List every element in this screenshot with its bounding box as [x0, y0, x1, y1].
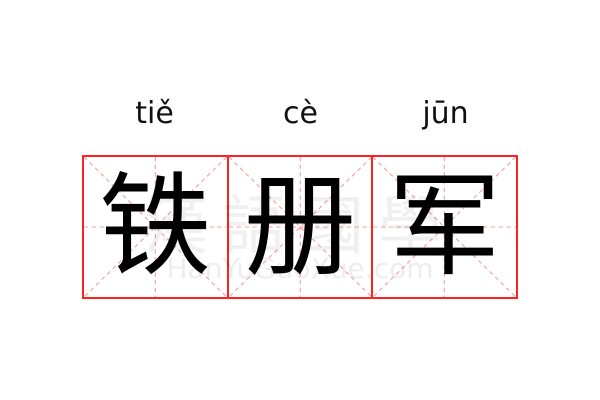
pinyin-1: tiě: [135, 96, 174, 131]
guide-lines: [228, 157, 372, 297]
character-grid: 铁 册 军: [82, 155, 518, 299]
watermark-site: HanYuGuoXue.com: [166, 252, 434, 285]
character-cell: 铁: [84, 157, 227, 297]
hanzi-1: 铁: [99, 162, 212, 292]
pinyin-2: cè: [283, 96, 318, 131]
character-cell: 军: [371, 157, 517, 297]
pinyin-3: jūn: [422, 96, 469, 131]
guide-lines: [84, 157, 227, 297]
character-cell: 册: [226, 157, 372, 297]
hanzi-2: 册: [244, 162, 356, 292]
watermark-hanzi: 漢語國學: [144, 190, 456, 264]
guide-lines: [373, 157, 517, 297]
hanzi-3: 军: [388, 162, 501, 292]
